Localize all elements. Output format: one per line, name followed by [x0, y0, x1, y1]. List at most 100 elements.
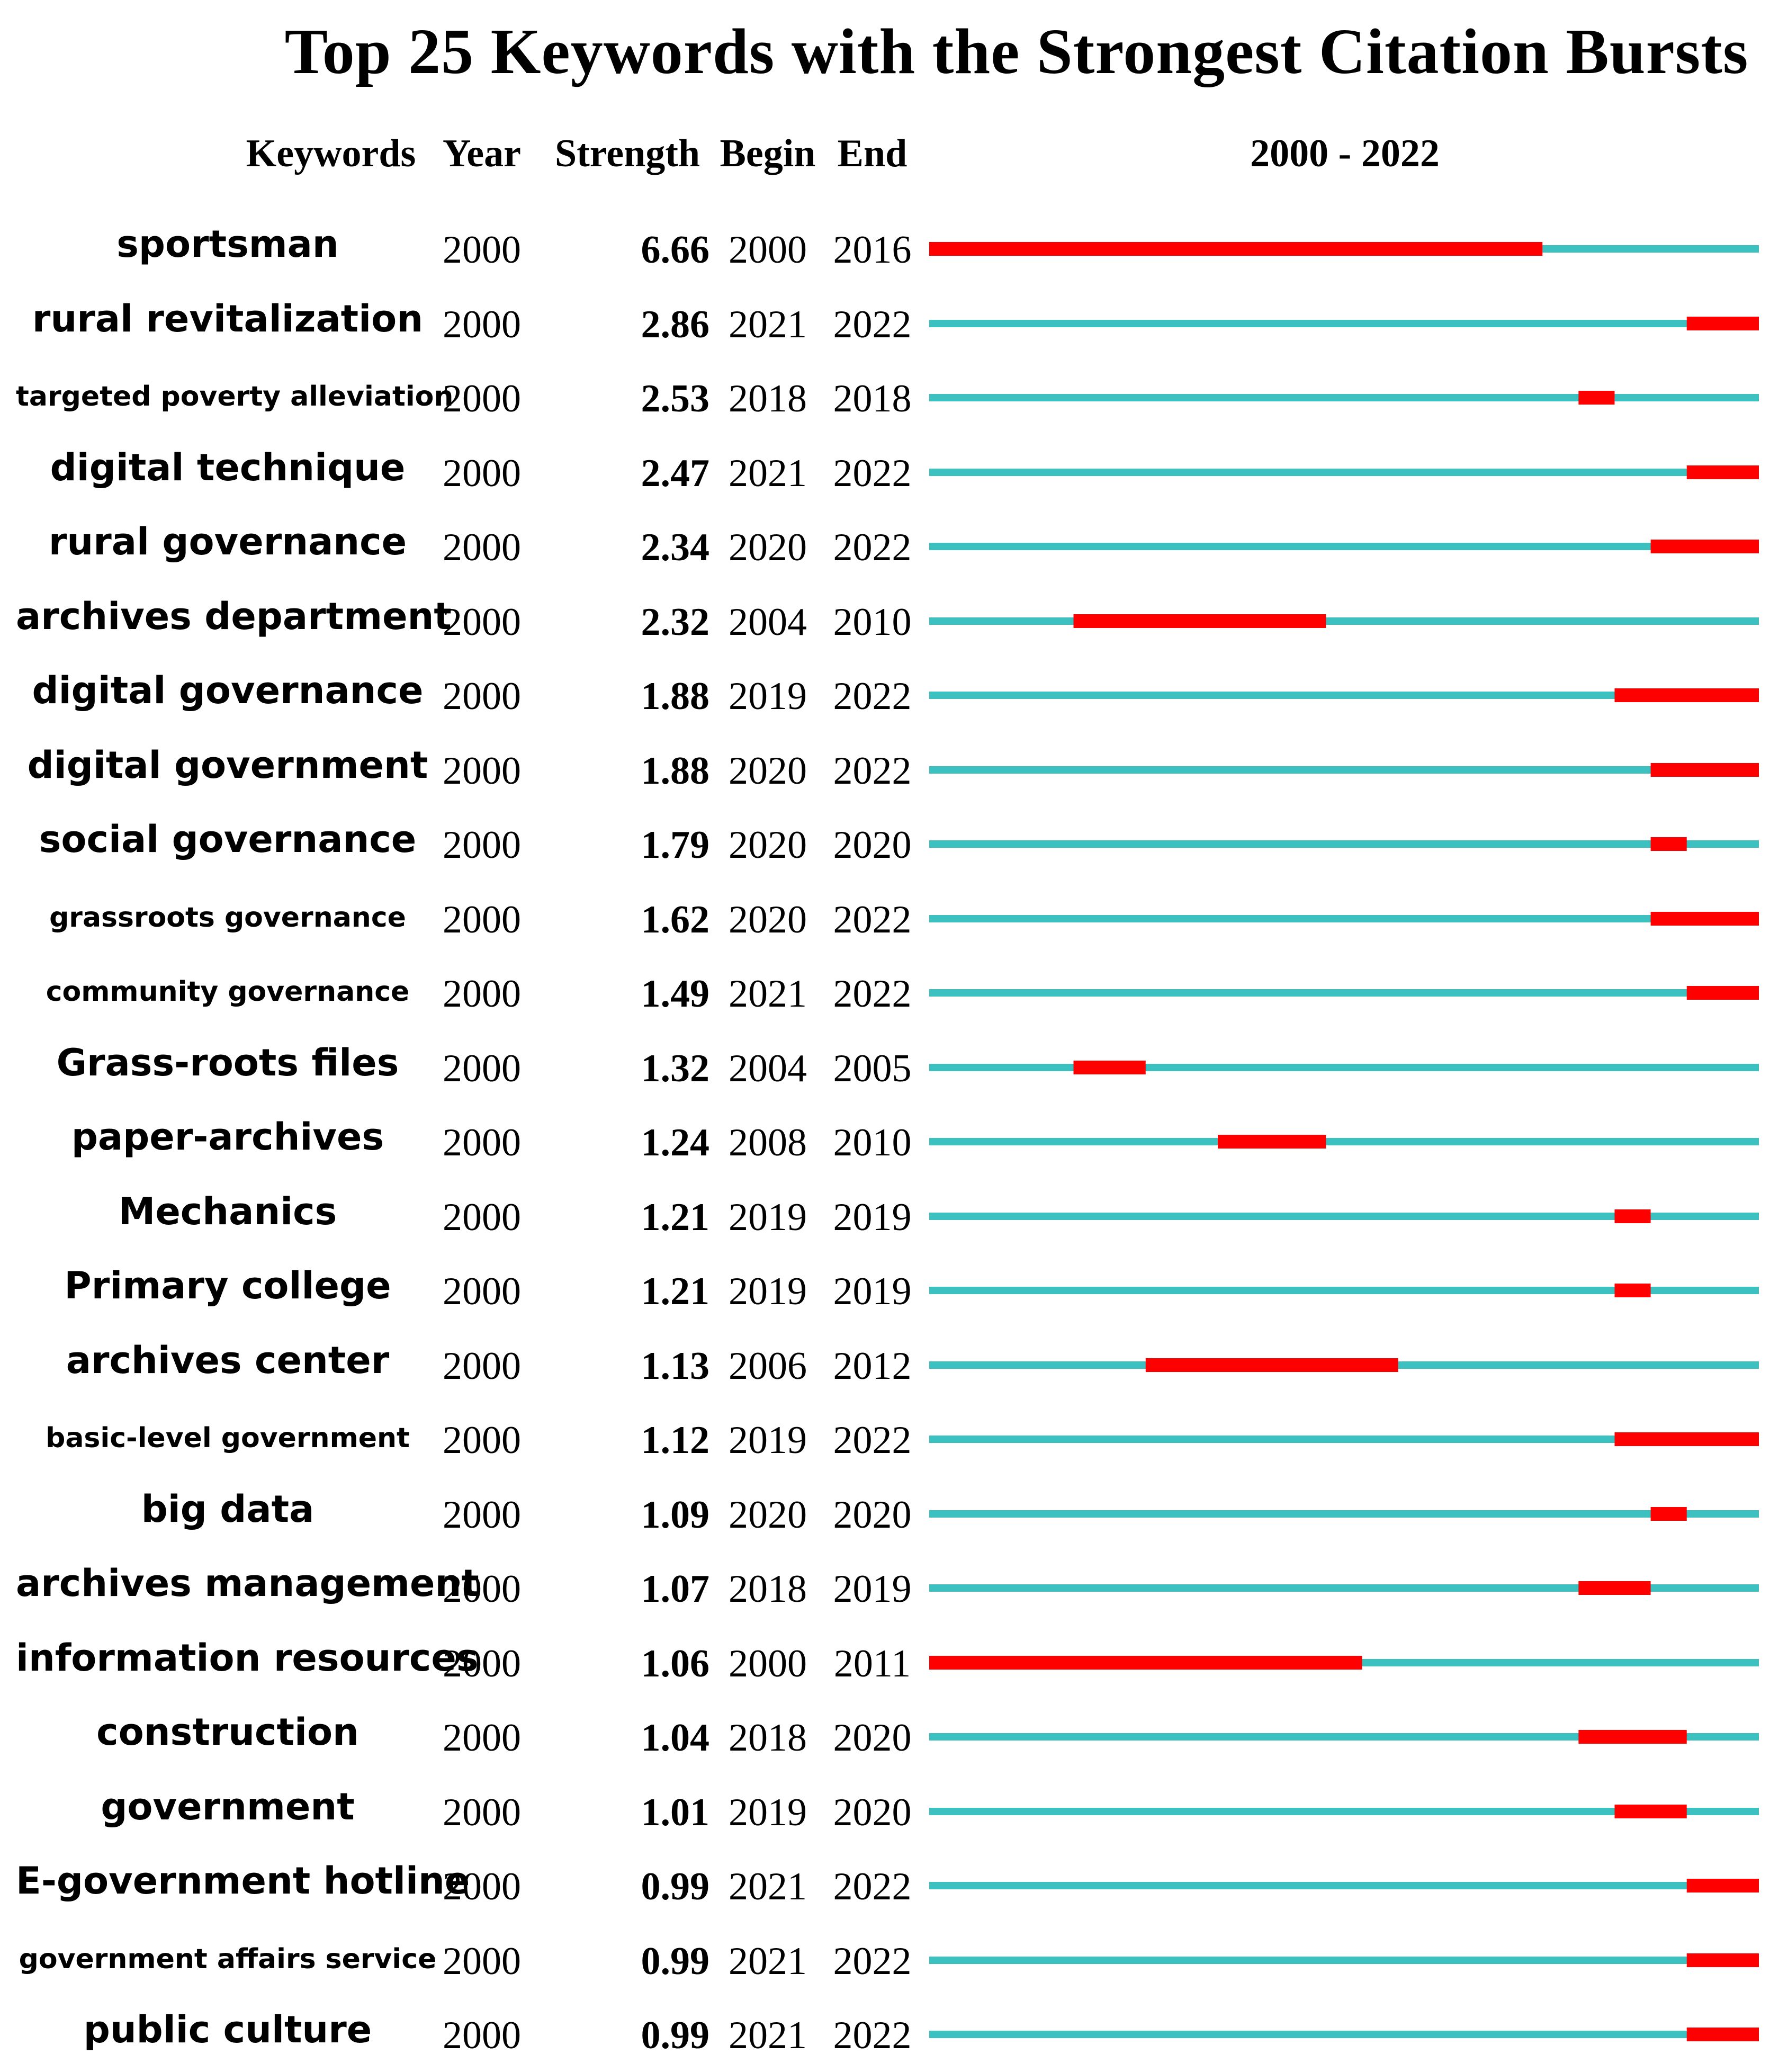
year-value: 2000 — [443, 823, 521, 867]
burst-bar — [1686, 465, 1759, 479]
begin-value: 2020 — [729, 1493, 807, 1537]
strength-value: 1.24 — [641, 1121, 710, 1164]
strength-value: 2.47 — [641, 451, 710, 495]
begin-value: 2018 — [729, 1716, 807, 1760]
keyword-label: digital technique — [50, 445, 406, 489]
begin-value: 2020 — [729, 749, 807, 793]
table-row: targeted poverty alleviation 2000 2.53 2018… — [0, 361, 1779, 435]
end-value: 2022 — [833, 302, 912, 346]
table-row: basic-level government 2000 1.12 2019 2022 — [0, 1402, 1779, 1477]
end-value: 2022 — [833, 526, 912, 569]
timeline-baseline — [929, 1807, 1759, 1815]
strength-value: 1.01 — [641, 1790, 710, 1834]
timeline-baseline — [929, 1138, 1759, 1145]
chart-title: Top 25 Keywords with the Strongest Citat… — [284, 16, 1749, 87]
burst-bar — [1650, 837, 1687, 851]
begin-value: 2019 — [729, 675, 807, 718]
keyword-label: E-government hotline — [16, 1859, 470, 1903]
header-year: Year — [443, 132, 521, 175]
table-row: digital government 2000 1.88 2020 2022 — [0, 733, 1779, 808]
timeline-baseline — [929, 1287, 1759, 1294]
table-row: paper-archives 2000 1.24 2008 2010 — [0, 1105, 1779, 1179]
timeline-baseline — [929, 692, 1759, 699]
end-value: 2011 — [833, 1642, 911, 1685]
burst-timeline — [929, 1060, 1759, 1074]
strength-value: 2.86 — [641, 302, 710, 346]
year-value: 2000 — [443, 526, 521, 569]
table-row: sportsman 2000 6.66 2000 2016 — [0, 212, 1779, 286]
keyword-label: grassroots governance — [49, 901, 406, 934]
table-row: government affairs service 2000 0.99 2021 20… — [0, 1923, 1779, 1998]
end-value: 2022 — [833, 675, 912, 718]
strength-value: 1.88 — [641, 749, 710, 793]
keyword-label: social governance — [39, 818, 417, 861]
end-value: 2020 — [833, 1790, 912, 1834]
timeline-baseline — [929, 914, 1759, 922]
keyword-label: Grass-roots files — [56, 1041, 399, 1084]
strength-value: 1.21 — [641, 1270, 710, 1313]
keyword-label: government affairs service — [19, 1943, 437, 1975]
keyword-label: rural governance — [48, 520, 407, 563]
year-value: 2000 — [443, 228, 521, 272]
begin-value: 2021 — [729, 302, 807, 346]
end-value: 2018 — [833, 377, 912, 420]
timeline-baseline — [929, 1733, 1759, 1741]
strength-value: 1.62 — [641, 898, 710, 941]
timeline-baseline — [929, 766, 1759, 774]
burst-timeline — [929, 1730, 1759, 1744]
burst-timeline — [929, 837, 1759, 851]
end-value: 2019 — [833, 1195, 912, 1239]
burst-timeline — [929, 1655, 1759, 1670]
end-value: 2022 — [833, 1419, 912, 1462]
header-strength: Strength — [554, 132, 700, 175]
burst-bar — [1614, 1284, 1651, 1297]
keyword-label: Primary college — [64, 1264, 391, 1307]
table-row: big data 2000 1.09 2020 2020 — [0, 1477, 1779, 1551]
burst-timeline — [929, 1953, 1759, 1967]
keyword-label: archives center — [66, 1338, 390, 1382]
strength-value: 1.04 — [641, 1716, 710, 1760]
burst-timeline — [929, 688, 1759, 702]
table-row: Mechanics 2000 1.21 2019 2019 — [0, 1179, 1779, 1254]
burst-timeline — [929, 911, 1759, 926]
keyword-label: big data — [141, 1487, 315, 1531]
burst-bar — [1650, 911, 1759, 926]
burst-bar — [1614, 1209, 1651, 1223]
table-row: construction 2000 1.04 2018 2020 — [0, 1700, 1779, 1774]
table-row: digital governance 2000 1.88 2019 2022 — [0, 658, 1779, 733]
burst-bar — [1686, 2028, 1759, 2041]
burst-bar — [1073, 1060, 1146, 1074]
header-keywords: Keywords — [246, 132, 416, 175]
year-value: 2000 — [443, 1790, 521, 1834]
timeline-baseline — [929, 1956, 1759, 1964]
keyword-label: targeted poverty alleviation — [16, 381, 454, 412]
year-value: 2000 — [443, 451, 521, 495]
begin-value: 2020 — [729, 898, 807, 941]
burst-bar — [1578, 1581, 1651, 1595]
begin-value: 2008 — [729, 1121, 807, 1164]
strength-value: 6.66 — [641, 228, 710, 272]
keyword-label: basic-level government — [46, 1422, 410, 1454]
burst-bar — [1578, 391, 1615, 405]
keyword-label: community governance — [46, 976, 410, 1008]
burst-timeline — [929, 1581, 1759, 1595]
end-value: 2020 — [833, 823, 912, 867]
begin-value: 2020 — [729, 526, 807, 569]
table-row: archives department 2000 2.32 2004 2010 — [0, 584, 1779, 659]
burst-timeline — [929, 540, 1759, 553]
year-value: 2000 — [443, 1716, 521, 1760]
timeline-baseline — [929, 1063, 1759, 1071]
year-value: 2000 — [443, 1270, 521, 1313]
burst-timeline — [929, 763, 1759, 777]
begin-value: 2020 — [729, 823, 807, 867]
table-row: rural revitalization 2000 2.86 2021 2022 — [0, 286, 1779, 361]
keyword-label: digital governance — [32, 669, 424, 712]
burst-bar — [1218, 1135, 1326, 1149]
table-row: Primary college 2000 1.21 2019 2019 — [0, 1253, 1779, 1328]
strength-value: 1.21 — [641, 1195, 710, 1239]
burst-bar — [929, 1655, 1362, 1670]
begin-value: 2021 — [729, 1865, 807, 1908]
keyword-label: government — [101, 1784, 355, 1828]
strength-value: 1.49 — [641, 972, 710, 1016]
burst-timeline — [929, 986, 1759, 1000]
